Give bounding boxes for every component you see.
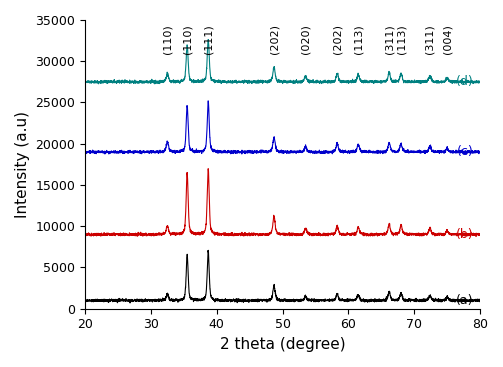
Text: (311): (311) bbox=[384, 24, 394, 54]
Text: (311): (311) bbox=[425, 24, 435, 54]
Text: (113): (113) bbox=[353, 24, 363, 54]
Text: (c): (c) bbox=[457, 145, 473, 159]
Text: (004): (004) bbox=[442, 24, 452, 54]
X-axis label: 2 theta (degree): 2 theta (degree) bbox=[220, 337, 346, 352]
Text: (110): (110) bbox=[182, 24, 192, 54]
Text: (a): (a) bbox=[456, 294, 473, 307]
Y-axis label: Intensity (a.u): Intensity (a.u) bbox=[15, 111, 30, 218]
Text: (111): (111) bbox=[203, 24, 213, 54]
Text: (110): (110) bbox=[162, 24, 173, 54]
Text: (202): (202) bbox=[269, 24, 279, 54]
Text: (b): (b) bbox=[456, 228, 473, 241]
Text: (202): (202) bbox=[332, 24, 342, 54]
Text: (020): (020) bbox=[301, 24, 311, 54]
Text: (d): (d) bbox=[456, 75, 473, 88]
Text: (113): (113) bbox=[396, 24, 406, 54]
